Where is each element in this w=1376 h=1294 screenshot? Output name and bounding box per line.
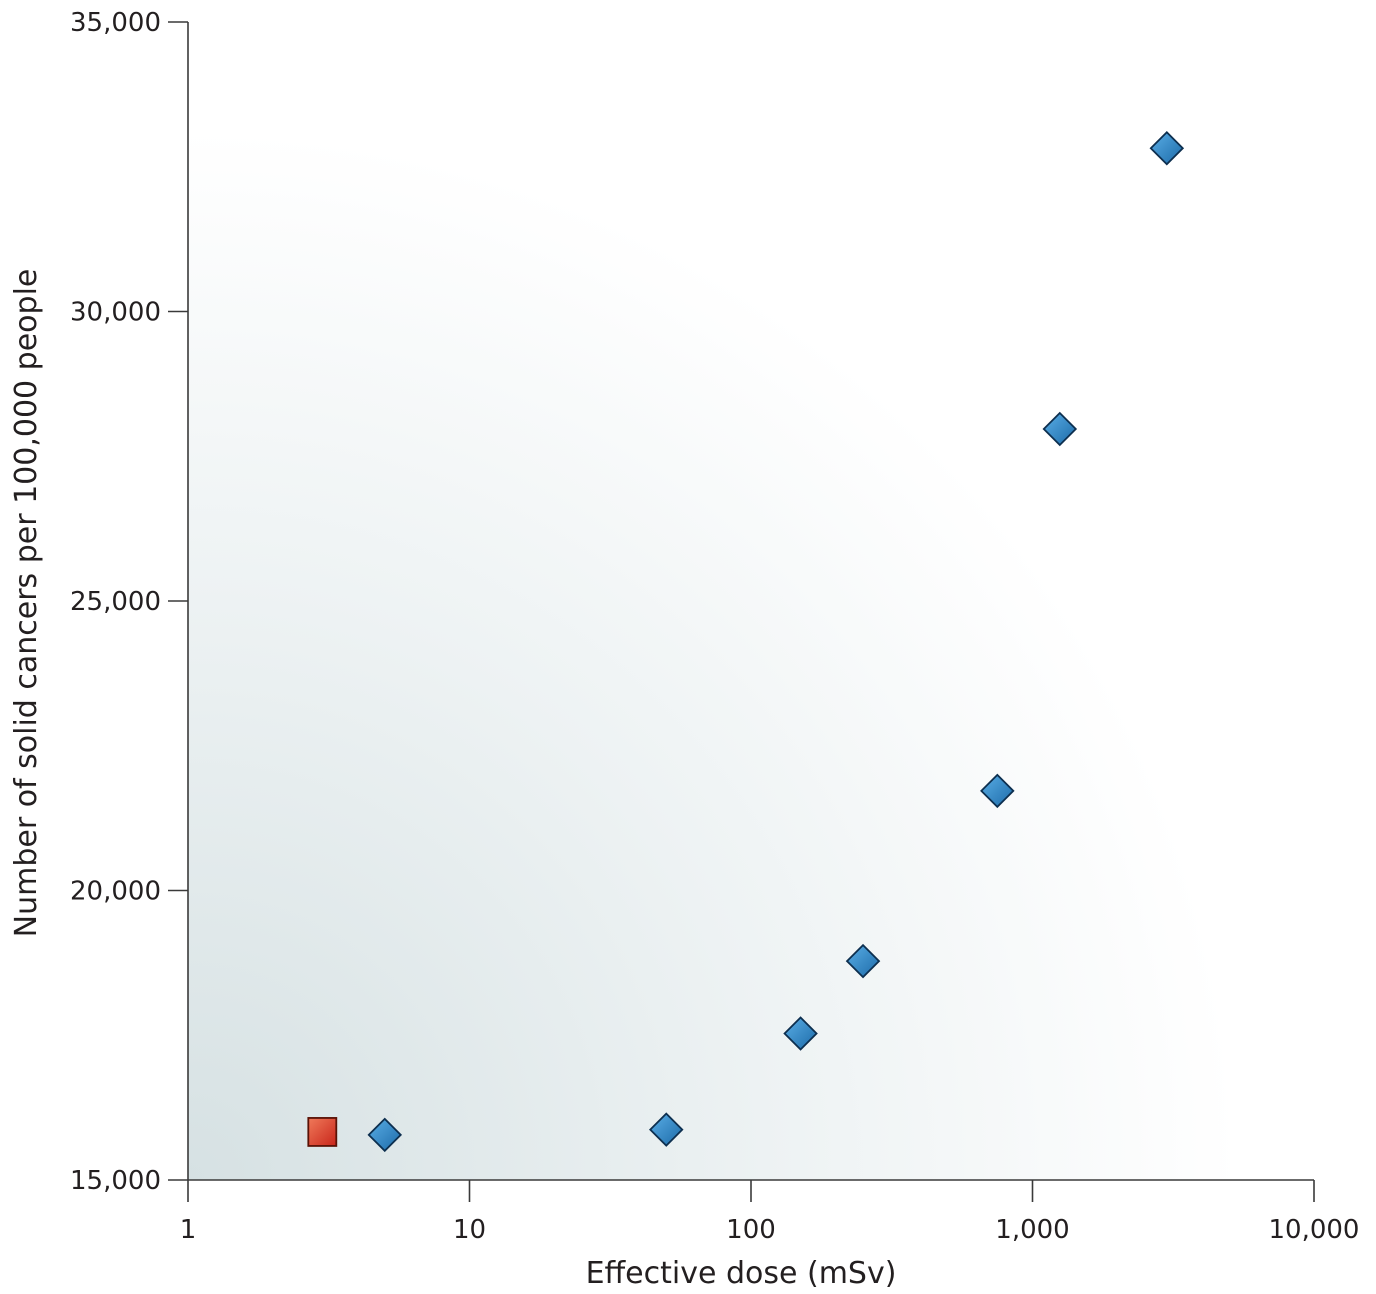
y-tick-label: 15,000 [70, 1166, 161, 1196]
y-tick-label: 25,000 [70, 587, 161, 617]
diamond-point [980, 773, 1015, 809]
x-tick-label: 10,000 [1269, 1215, 1360, 1245]
diamond-point [1149, 130, 1185, 166]
x-tick-label: 1,000 [995, 1215, 1069, 1245]
y-axis-ticks: 15,000 20,000 25,000 30,000 35,000 [70, 8, 188, 1196]
x-tick-label: 100 [726, 1215, 776, 1245]
y-tick-label: 20,000 [70, 877, 161, 907]
diamond-point [367, 1117, 403, 1153]
y-tick-label: 35,000 [70, 8, 161, 38]
plot-background [188, 22, 1314, 1180]
x-tick-label: 10 [453, 1215, 486, 1245]
diamond-point [783, 1016, 818, 1051]
diamond-point [845, 943, 881, 979]
square-point [307, 1117, 338, 1147]
data-points [307, 130, 1185, 1153]
diamond-point [1042, 411, 1078, 447]
y-tick-label: 30,000 [70, 298, 161, 328]
x-axis-title: Effective dose (mSv) [586, 1256, 897, 1291]
x-tick-label: 1 [180, 1215, 197, 1245]
y-axis-title: Number of solid cancers per 100,000 peop… [9, 269, 44, 938]
x-axis-ticks: 1 10 100 1,000 10,000 [180, 1180, 1360, 1245]
diamond-point [648, 1112, 684, 1147]
